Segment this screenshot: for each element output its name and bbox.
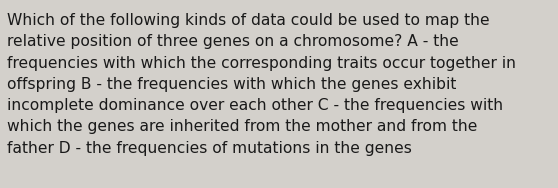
Text: Which of the following kinds of data could be used to map the
relative position : Which of the following kinds of data cou… [7, 13, 516, 156]
